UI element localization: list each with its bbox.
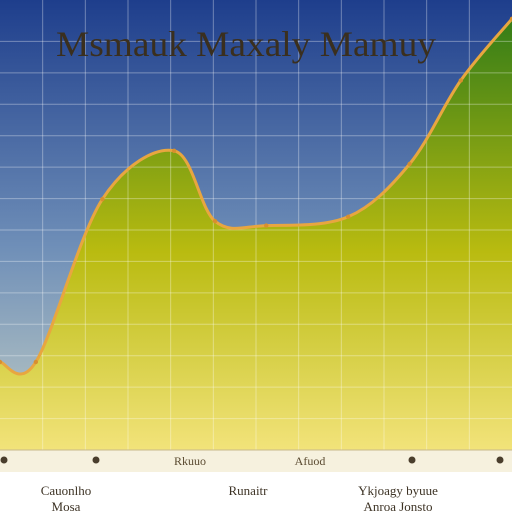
data-point	[33, 359, 39, 365]
area-fill	[0, 18, 512, 450]
axis-tick-marker	[496, 456, 504, 464]
category-label: Anroa Jonsto	[364, 499, 433, 512]
x-tick-label: Afuod	[295, 454, 326, 468]
data-point	[0, 359, 3, 365]
data-point	[509, 16, 512, 21]
series-line	[0, 17, 512, 376]
data-point	[264, 223, 269, 228]
data-point	[171, 148, 177, 153]
axis-tick-marker	[92, 456, 100, 464]
data-point	[407, 161, 412, 167]
data-point	[100, 197, 105, 202]
axis-tick-marker	[0, 456, 8, 464]
category-label: Cauonlho	[41, 483, 92, 498]
chart-title: Msmauk Maxaly Mamuy	[56, 24, 436, 64]
category-label: Runaitr	[229, 483, 269, 498]
x-tick-label: Rkuuo	[174, 454, 206, 468]
data-point	[458, 78, 463, 83]
x-axis-band	[0, 450, 512, 472]
category-label: Ykjoagy byuue	[358, 483, 438, 498]
category-label: Mosa	[52, 499, 81, 512]
data-point	[345, 214, 351, 219]
axis-tick-marker	[408, 456, 416, 464]
data-point	[212, 219, 218, 224]
